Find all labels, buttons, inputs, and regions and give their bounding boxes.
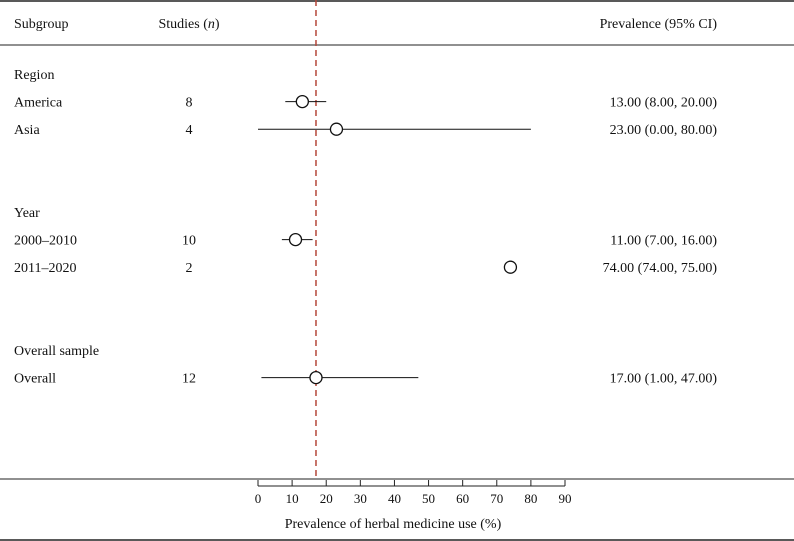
- point-estimate-marker: [295, 94, 309, 109]
- row-label: America: [14, 96, 63, 111]
- header-studies-suffix: ): [215, 17, 220, 32]
- point-estimate-marker: [503, 260, 518, 274]
- row-label: 2011–2020: [14, 261, 76, 276]
- forest-rows: Region America 8 13.00 (8.00, 20.00) Asia 4 23…: [14, 68, 717, 387]
- row-studies-count: 4: [186, 123, 193, 138]
- row-studies-count: 2: [186, 261, 193, 276]
- group-label: Overall sample: [14, 344, 99, 359]
- header-studies: Studies (n): [158, 17, 219, 32]
- row-prevalence-text: 13.00 (8.00, 20.00): [610, 96, 718, 111]
- table-header: Subgroup Studies (n) Prevalence (95% CI): [14, 17, 717, 32]
- point-estimate-marker: [309, 370, 323, 385]
- x-axis: 0 10 20 30 40 50 60 70 80 90: [255, 480, 572, 506]
- row-studies-count: 8: [186, 96, 193, 111]
- header-studies-n: n: [208, 17, 215, 32]
- x-tick-label: 70: [490, 491, 503, 506]
- x-tick-label: 30: [354, 491, 367, 506]
- row-prevalence-text: 11.00 (7.00, 16.00): [610, 234, 717, 249]
- header-studies-prefix: Studies (: [158, 17, 208, 32]
- row-studies-count: 10: [182, 234, 196, 249]
- row-label: 2000–2010: [14, 234, 77, 249]
- row-label: Overall: [14, 372, 56, 387]
- row-prevalence-text: 17.00 (1.00, 47.00): [610, 372, 718, 387]
- x-tick-label: 90: [559, 491, 572, 506]
- point-estimate-marker: [329, 122, 344, 136]
- row-studies-count: 12: [182, 372, 196, 387]
- row-prevalence-text: 23.00 (0.00, 80.00): [610, 123, 718, 138]
- row-prevalence-text: 74.00 (74.00, 75.00): [603, 261, 718, 276]
- header-subgroup: Subgroup: [14, 17, 68, 32]
- x-tick-label: 50: [422, 491, 435, 506]
- x-tick-label: 40: [388, 491, 401, 506]
- x-tick-label: 60: [456, 491, 469, 506]
- group-label: Year: [14, 206, 40, 221]
- x-tick-label: 80: [524, 491, 537, 506]
- x-axis-label: Prevalence of herbal medicine use (%): [285, 517, 502, 532]
- point-estimate-marker: [288, 232, 303, 247]
- x-tick-label: 10: [286, 491, 299, 506]
- x-tick-label: 20: [320, 491, 333, 506]
- row-label: Asia: [14, 123, 40, 138]
- x-tick-label: 0: [255, 491, 262, 506]
- group-label: Region: [14, 68, 54, 83]
- header-prevalence: Prevalence (95% CI): [600, 17, 718, 32]
